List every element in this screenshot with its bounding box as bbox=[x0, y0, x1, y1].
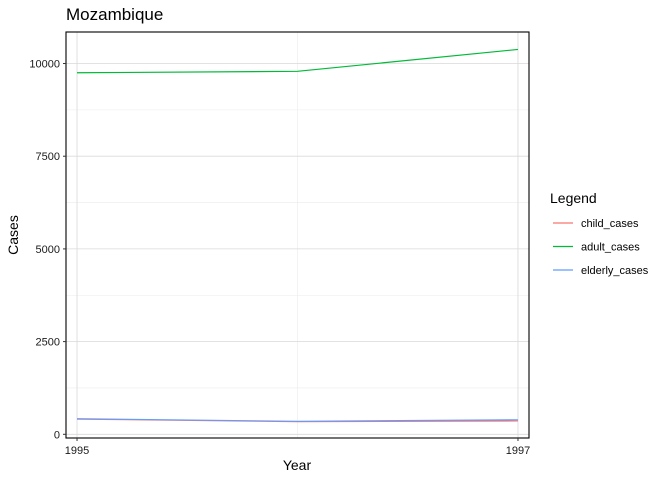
chart-title: Mozambique bbox=[66, 5, 163, 24]
legend-title: Legend bbox=[550, 190, 597, 206]
plot-panel-border bbox=[65, 31, 530, 439]
x-tick-label: 1997 bbox=[506, 445, 530, 457]
legend-items: child_cases adult_cases elderly_cases bbox=[553, 218, 649, 277]
series-line-adult-cases bbox=[77, 48, 519, 74]
x-tick-label: 1995 bbox=[65, 445, 89, 457]
legend-label-elderly-cases: elderly_cases bbox=[581, 265, 649, 277]
legend: Legend child_cases adult_cases elderly_cas… bbox=[550, 190, 649, 277]
y-tick-label: 5000 bbox=[36, 244, 60, 256]
y-tick-label: 0 bbox=[54, 429, 60, 441]
y-tick-label: 7500 bbox=[36, 151, 60, 163]
legend-label-child-cases: child_cases bbox=[581, 218, 639, 230]
series-line-elderly-cases bbox=[77, 418, 518, 422]
axes: 0 2500 5000 7500 10000 1995 1997 bbox=[29, 59, 530, 457]
series-lines bbox=[77, 48, 519, 423]
x-axis-label: Year bbox=[283, 457, 312, 473]
y-axis-label: Cases bbox=[5, 215, 21, 255]
grid bbox=[66, 32, 529, 438]
y-tick-label: 10000 bbox=[29, 59, 60, 71]
y-tick-label: 2500 bbox=[36, 337, 60, 349]
legend-label-adult-cases: adult_cases bbox=[581, 242, 640, 254]
